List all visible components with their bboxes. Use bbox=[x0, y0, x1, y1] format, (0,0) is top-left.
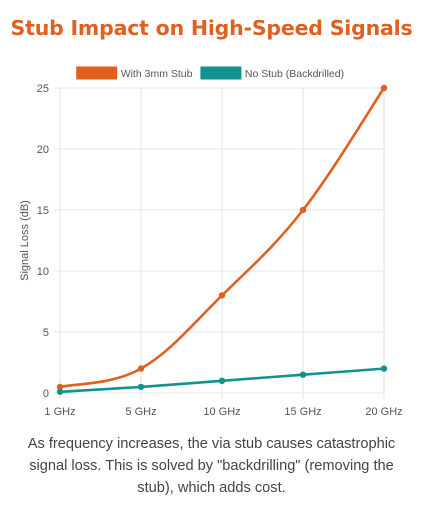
y-tick-label: 5 bbox=[43, 327, 49, 339]
legend-item[interactable]: With 3mm Stub bbox=[76, 66, 193, 80]
chart-legend[interactable]: With 3mm Stub No Stub (Backdrilled) bbox=[76, 66, 344, 80]
data-point-stub[interactable] bbox=[218, 292, 226, 299]
x-tick-label: 1 GHz bbox=[44, 406, 75, 418]
data-point-backdrilled[interactable] bbox=[380, 365, 388, 372]
legend-label: No Stub (Backdrilled) bbox=[245, 68, 344, 80]
y-tick-label: 15 bbox=[37, 205, 49, 217]
legend-swatch bbox=[76, 66, 118, 80]
y-axis: 0 5 10 15 20 25 bbox=[37, 83, 49, 400]
legend-label: With 3mm Stub bbox=[121, 68, 193, 80]
x-tick-label: 10 GHz bbox=[203, 406, 240, 418]
x-axis: 1 GHz 5 GHz 10 GHz 15 GHz 20 GHz bbox=[44, 406, 402, 418]
chart-grid bbox=[54, 87, 385, 399]
data-point-stub[interactable] bbox=[380, 84, 388, 92]
chart-series bbox=[56, 84, 388, 395]
data-point-stub[interactable] bbox=[299, 206, 307, 214]
data-point-stub[interactable] bbox=[137, 365, 145, 372]
y-tick-label: 25 bbox=[37, 83, 49, 95]
data-point-backdrilled[interactable] bbox=[56, 388, 64, 395]
legend-item[interactable]: No Stub (Backdrilled) bbox=[200, 66, 344, 80]
x-tick-label: 5 GHz bbox=[125, 406, 156, 418]
y-tick-label: 10 bbox=[37, 266, 49, 278]
data-point-backdrilled[interactable] bbox=[218, 377, 226, 384]
data-point-backdrilled[interactable] bbox=[299, 371, 307, 378]
data-point-stub[interactable] bbox=[56, 383, 64, 391]
y-axis-label: Signal Loss (dB) bbox=[19, 200, 31, 281]
x-tick-label: 15 GHz bbox=[284, 406, 321, 418]
data-point-backdrilled[interactable] bbox=[137, 383, 145, 391]
chart-caption: As frequency increases, the via stub cau… bbox=[27, 436, 396, 496]
chart-title: Stub Impact on High-Speed Signals bbox=[10, 16, 413, 40]
legend-swatch bbox=[200, 66, 242, 80]
series-line-stub[interactable] bbox=[58, 86, 386, 389]
line-chart: With 3mm Stub No Stub (Backdrilled) 0 5 10 1… bbox=[19, 66, 403, 418]
x-tick-label: 20 GHz bbox=[365, 406, 402, 418]
y-tick-label: 0 bbox=[43, 388, 49, 400]
y-tick-label: 20 bbox=[37, 144, 49, 156]
